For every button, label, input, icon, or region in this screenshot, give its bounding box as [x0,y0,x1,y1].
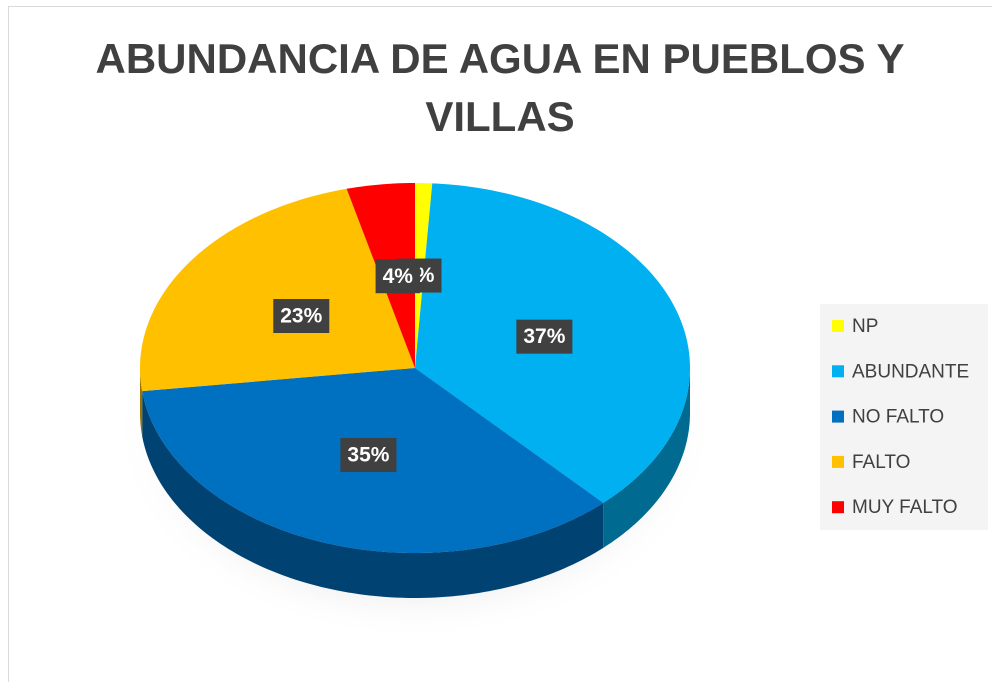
data-label: 4% [383,265,414,288]
legend-swatch [832,365,844,378]
slice-side [142,391,604,598]
legend-swatch [832,410,844,423]
slice-side [140,368,143,437]
slice [140,188,415,392]
legend-label: FALTO [852,452,910,473]
legend-label: NO FALTO [852,407,944,428]
legend-swatch [832,501,844,514]
slice-side [603,368,690,548]
data-label: 37% [523,325,565,348]
data-label: 35% [347,444,389,467]
data-label-box [340,438,397,473]
data-label-box [375,259,420,294]
legend-swatch [832,455,844,468]
legend-label: MUY FALTO [852,497,958,518]
legend-label: NP [852,316,878,337]
legend-box [820,304,988,530]
legend-swatch [832,320,844,332]
legend-label: ABUNDANTE [852,361,969,382]
chart-frame [8,6,992,682]
chart-title: ABUNDANCIA DE AGUA EN PUEBLOS Y VILLAS [95,35,905,140]
data-label-box [516,319,573,354]
data-label-box [273,299,330,334]
data-label: 23% [280,305,322,328]
